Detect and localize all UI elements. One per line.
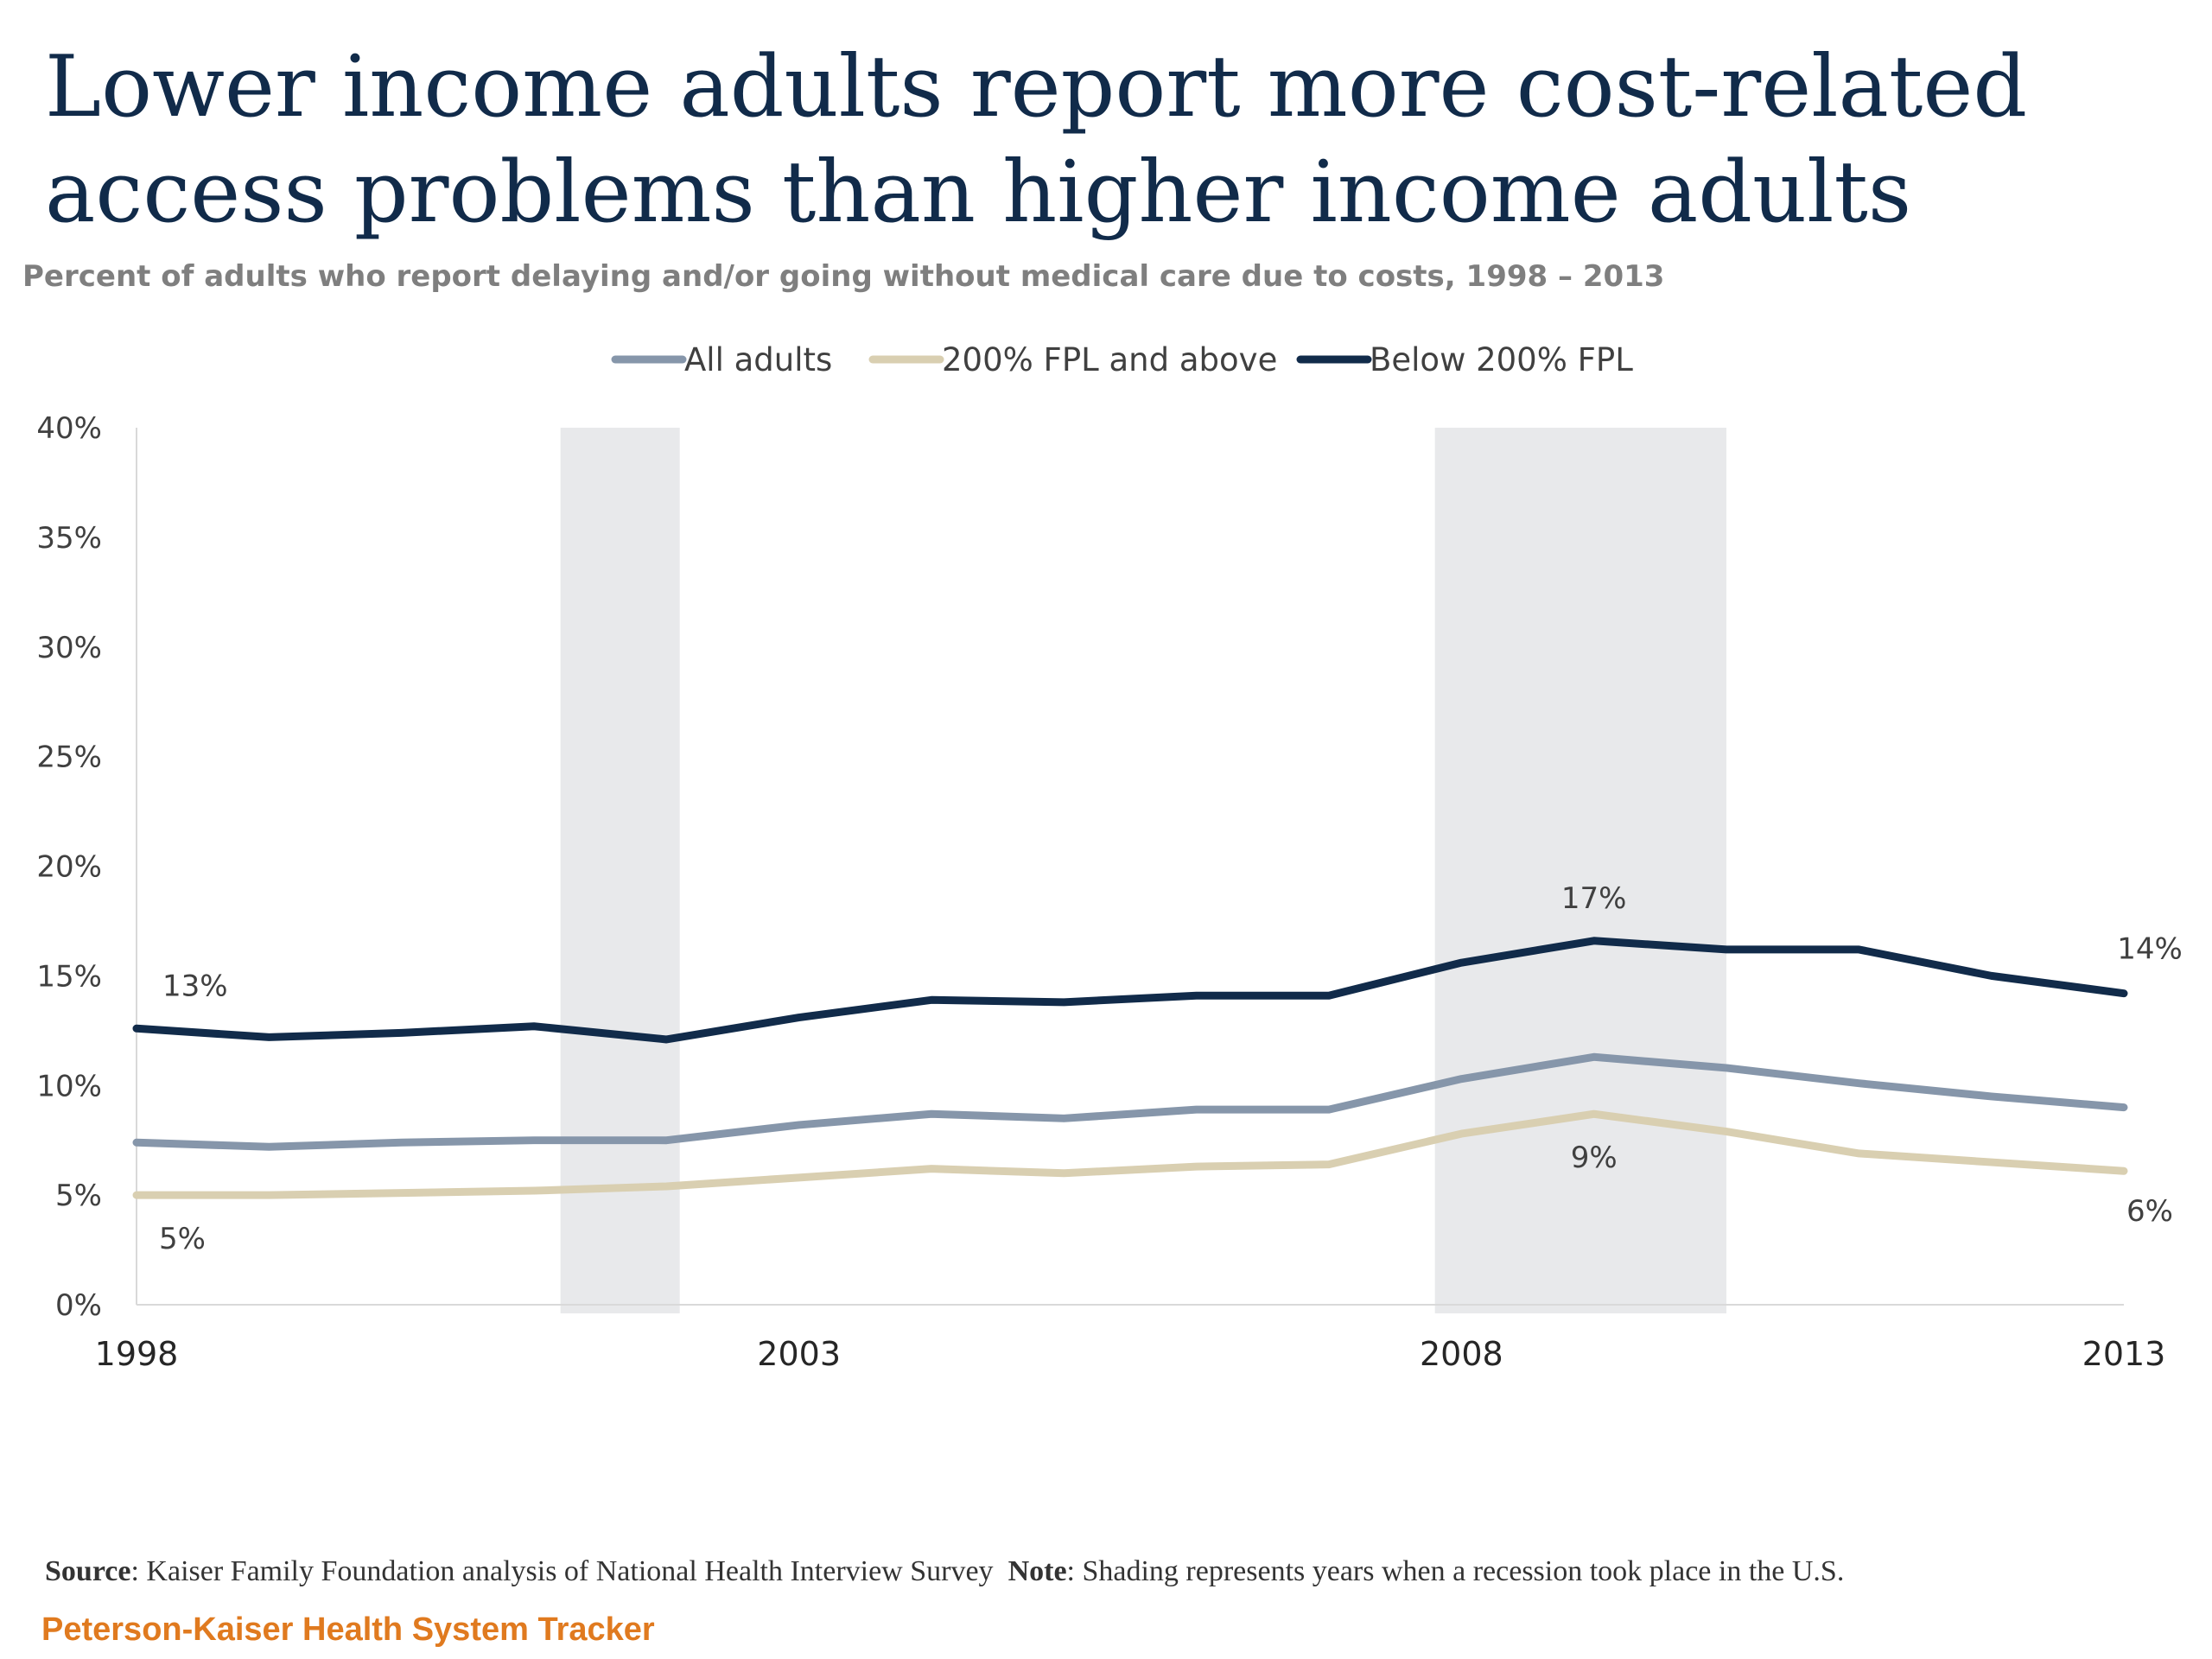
series-line [132, 937, 2128, 1044]
legend-label: 200% FPL and above [942, 341, 1277, 378]
data-label: 5% [159, 1222, 206, 1256]
source-text: : Kaiser Family Foundation analysis of N… [130, 1555, 994, 1587]
y-tick-label: 40% [36, 411, 102, 446]
data-label-layer: 13% 5% 17% 9% 14% 6% [159, 881, 2183, 1256]
x-tick-label: 2008 [1420, 1335, 1503, 1373]
line-chart: 0% 5% 10% 15% 20% 25% 30% 35% 40% 1998 2003 2008 201… [36, 341, 2183, 1373]
chart-title: Lower income adults report more cost-rel… [45, 38, 2028, 242]
y-tick-label: 0% [55, 1288, 102, 1323]
legend-label: Below 200% FPL [1370, 341, 1633, 378]
chart-subtitle: Percent of adults who report delaying an… [22, 259, 1665, 294]
data-label: 17% [1561, 881, 1627, 916]
data-label: 9% [1571, 1141, 1618, 1175]
x-tick-label: 2013 [2082, 1335, 2166, 1373]
data-label: 6% [2126, 1194, 2173, 1229]
data-label: 14% [2117, 932, 2183, 967]
source-note: Source: Kaiser Family Foundation analysi… [45, 1555, 1844, 1588]
series-layer [132, 937, 2128, 1199]
data-label: 13% [162, 969, 228, 1003]
y-tick-label: 15% [36, 959, 102, 994]
y-tick-label: 10% [36, 1069, 102, 1103]
source-label: Source [45, 1555, 131, 1587]
axis-layer: 0% 5% 10% 15% 20% 25% 30% 35% 40% 1998 2003 2008 201… [36, 411, 2165, 1373]
recession-shading-layer [560, 428, 1726, 1313]
series-line [132, 1109, 2128, 1199]
x-tick-label: 1998 [95, 1335, 179, 1373]
note-text: : Shading represents years when a recess… [1066, 1555, 1845, 1587]
y-tick-label: 20% [36, 850, 102, 885]
x-tick-label: 2003 [757, 1335, 841, 1373]
y-tick-label: 25% [36, 741, 102, 775]
tracker-brand: Peterson-Kaiser Health System Tracker [41, 1611, 655, 1648]
y-tick-label: 5% [55, 1179, 102, 1213]
legend-label: All adults [684, 341, 832, 378]
note-label: Note [1007, 1555, 1067, 1587]
legend: All adults 200% FPL and above Below 200% F… [611, 341, 1633, 378]
series-line [132, 1052, 2128, 1151]
y-tick-label: 35% [36, 521, 102, 556]
recession-shade-1 [1434, 428, 1726, 1313]
recession-shade-0 [560, 428, 680, 1313]
y-tick-label: 30% [36, 631, 102, 665]
